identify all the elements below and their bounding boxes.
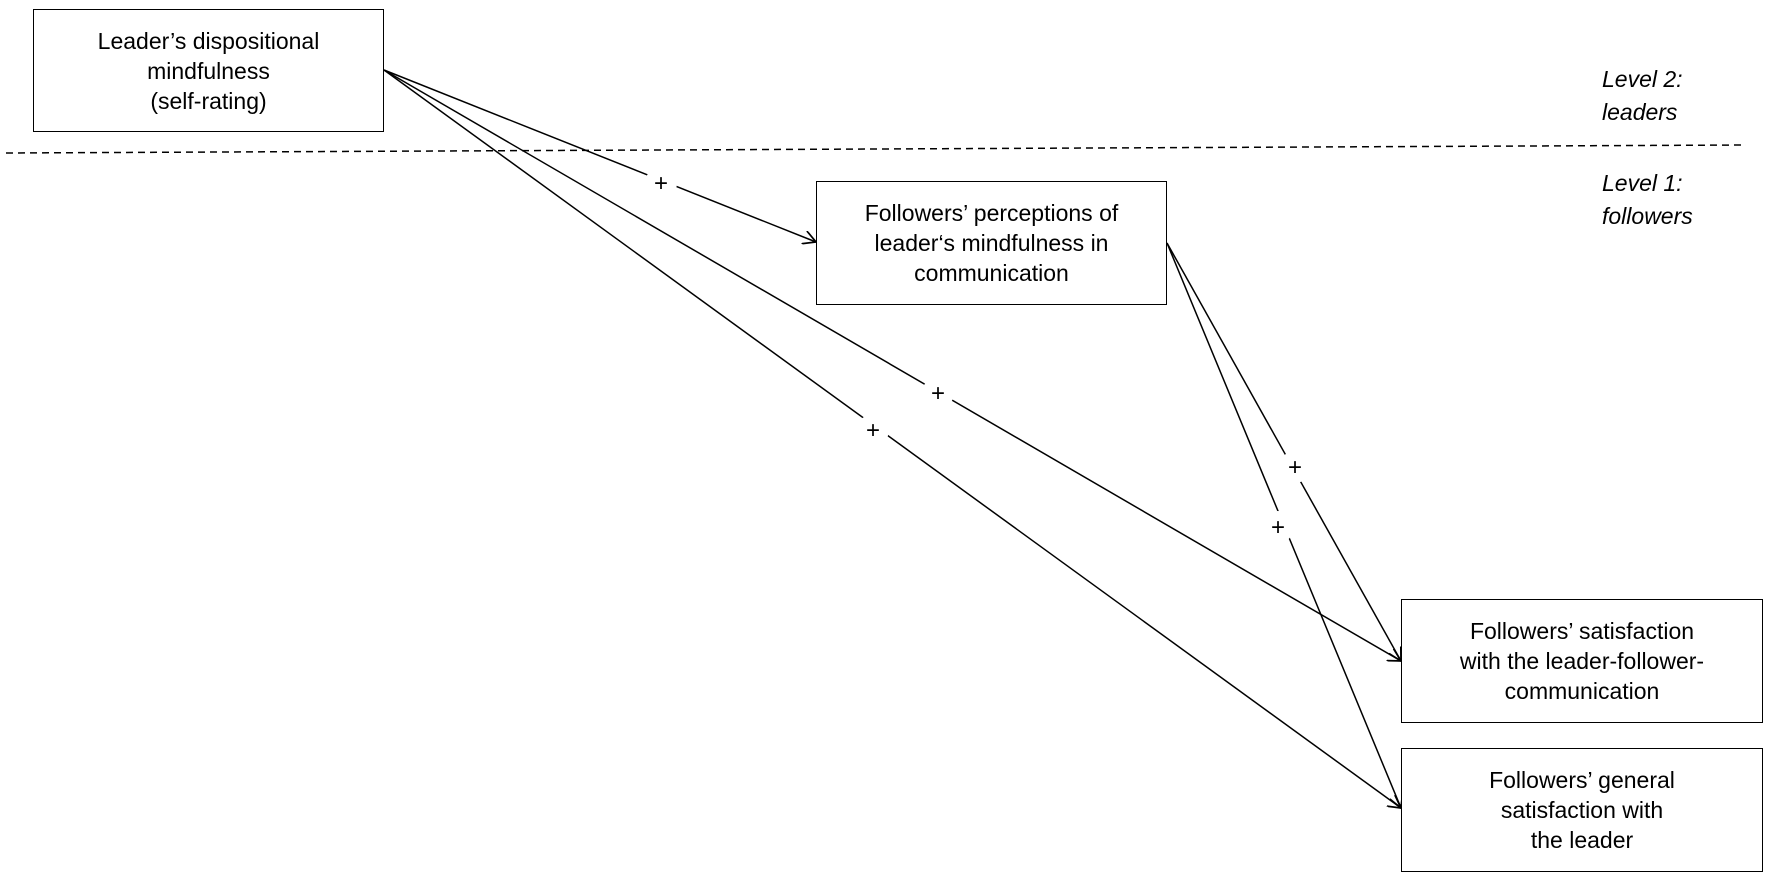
sign-label-gap <box>1279 451 1311 483</box>
edge-sign-label: + <box>1288 454 1302 481</box>
node-line: communication <box>1504 678 1660 704</box>
arrow-leader_mindfulness-to-general_satisfaction <box>383 69 1401 808</box>
node-line: (self-rating) <box>150 87 267 114</box>
level-line: leaders <box>1602 99 1678 125</box>
level-line: Level 1: <box>1602 170 1683 196</box>
edge-sign-label: + <box>1271 514 1285 541</box>
arrow-followers_perceptions-to-satisfaction_communication <box>1166 242 1401 661</box>
edge-sign-label: + <box>931 380 945 407</box>
sign-label-gap <box>857 414 889 446</box>
node-leader-mindfulness: Leader’s dispositional mindfulness (self… <box>33 9 384 132</box>
node-line: communication <box>914 260 1069 286</box>
level-line: Level 2: <box>1602 66 1683 92</box>
node-line: Leader’s dispositional <box>97 27 320 54</box>
node-line: Followers’ general <box>1489 767 1675 793</box>
sign-label-gap <box>1262 511 1294 543</box>
edge-sign-label: + <box>654 170 668 197</box>
node-line: Followers’ perceptions of <box>864 200 1119 226</box>
arrow-leader_mindfulness-to-followers_perceptions <box>383 69 816 242</box>
node-line: with the leader-follower- <box>1459 648 1705 674</box>
arrow-leader_mindfulness-to-satisfaction_communication <box>383 69 1401 661</box>
node-satisfaction-communication: Followers’ satisfaction with the leader-… <box>1401 599 1763 723</box>
level-2-label: Level 2: leaders <box>1602 63 1683 129</box>
sign-label-gap <box>922 377 954 409</box>
node-line: mindfulness <box>147 57 270 84</box>
node-line: satisfaction with <box>1500 797 1664 823</box>
sign-label-gap <box>645 167 677 199</box>
node-line: Followers’ satisfaction <box>1469 618 1695 644</box>
level-line: followers <box>1602 203 1693 229</box>
edge-sign-label: + <box>866 417 880 444</box>
node-line: leader‘s mindfulness in <box>874 230 1109 256</box>
node-followers-perceptions: Followers’ perceptions of leader‘s mindf… <box>816 181 1167 305</box>
node-general-satisfaction: Followers’ general satisfaction with the… <box>1401 748 1763 872</box>
node-line: the leader <box>1530 827 1634 853</box>
level-divider <box>5 144 1747 154</box>
level-1-label: Level 1: followers <box>1602 167 1693 233</box>
